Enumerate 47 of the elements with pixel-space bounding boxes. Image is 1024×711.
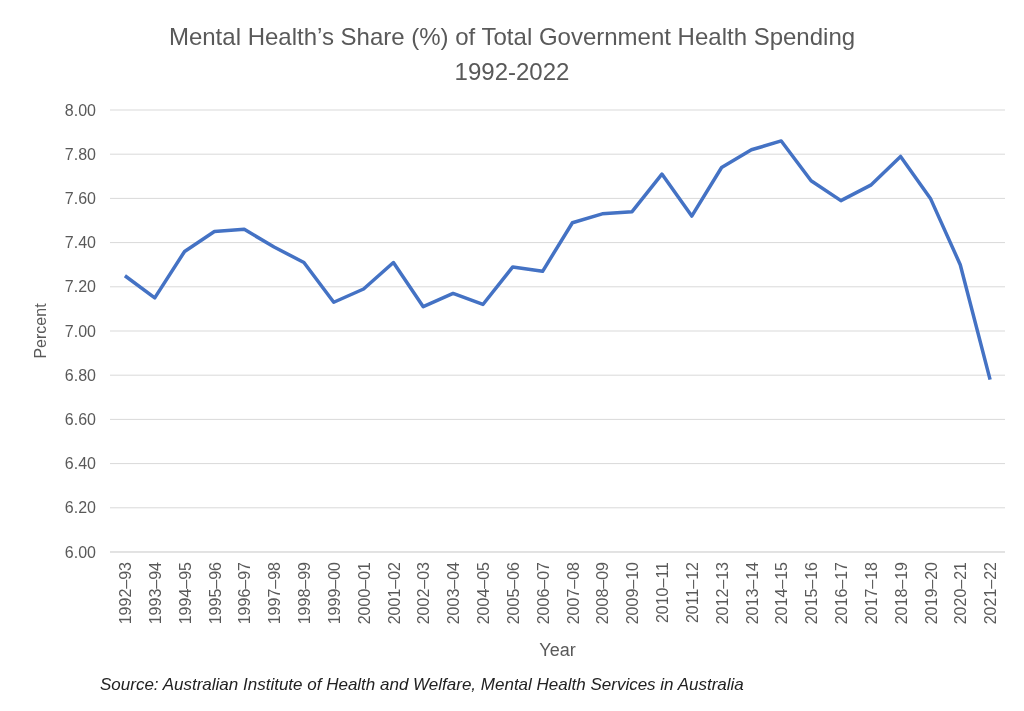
y-tick-label: 7.80 bbox=[64, 145, 97, 163]
x-tick-label: 2015–16 bbox=[803, 561, 821, 625]
y-tick-label: 6.20 bbox=[64, 499, 97, 517]
x-tick-label: 2006–07 bbox=[534, 561, 552, 625]
x-tick-label: 2019–20 bbox=[922, 561, 940, 625]
x-tick-label: 2004–05 bbox=[475, 561, 493, 625]
y-tick-label: 6.80 bbox=[64, 366, 97, 384]
y-tick-label: 6.40 bbox=[64, 455, 97, 473]
x-tick-label: 2001–02 bbox=[385, 561, 403, 625]
x-tick-label: 2014–15 bbox=[773, 561, 791, 625]
x-tick-label: 2010–11 bbox=[654, 561, 672, 624]
y-tick-label: 7.00 bbox=[64, 322, 97, 340]
y-tick-label: 8.00 bbox=[64, 101, 97, 119]
x-tick-label: 2011–12 bbox=[683, 561, 701, 624]
y-tick-label: 6.60 bbox=[64, 411, 97, 429]
y-tick-label: 6.00 bbox=[64, 543, 97, 561]
x-tick-label: 2021–22 bbox=[982, 561, 1000, 625]
x-tick-label: 2020–21 bbox=[952, 561, 970, 625]
y-tick-label: 7.60 bbox=[64, 190, 97, 208]
x-tick-label: 1997–98 bbox=[266, 561, 284, 625]
x-tick-label: 1999–00 bbox=[325, 561, 343, 625]
line-series bbox=[123, 139, 992, 382]
x-tick-label: 2012–13 bbox=[713, 561, 731, 625]
chart-subtitle: 1992-2022 bbox=[454, 58, 570, 85]
y-tick-label: 7.40 bbox=[64, 234, 97, 252]
x-tick-label: 2000–01 bbox=[355, 561, 373, 625]
y-axis-title: Percent bbox=[32, 302, 49, 359]
source-note: Source: Australian Institute of Health and Welfare, Mental Health Services in Australia bbox=[100, 675, 744, 694]
x-tick-label: 1992–93 bbox=[117, 561, 135, 625]
x-tick-label: 2018–19 bbox=[892, 561, 910, 625]
x-tick-label: 1993–94 bbox=[146, 561, 164, 625]
x-tick-label: 1998–99 bbox=[296, 561, 314, 625]
x-tick-label: 2013–14 bbox=[743, 561, 761, 625]
x-tick-label: 1995–96 bbox=[206, 561, 224, 625]
x-tick-label: 2007–08 bbox=[564, 561, 582, 625]
x-tick-label: 1994–95 bbox=[176, 561, 194, 625]
x-tick-label: 2002–03 bbox=[415, 561, 433, 625]
x-tick-label: 2017–18 bbox=[862, 561, 880, 625]
x-tick-label: 2008–09 bbox=[594, 561, 612, 625]
x-tick-label: 2009–10 bbox=[624, 561, 642, 625]
x-tick-label: 2005–06 bbox=[504, 561, 522, 625]
x-tick-label: 1996–97 bbox=[236, 561, 254, 625]
x-axis-title: Year bbox=[539, 640, 576, 660]
chart-title: Mental Health’s Share (%) of Total Government Health Spending bbox=[168, 23, 856, 50]
y-tick-label: 7.20 bbox=[64, 278, 97, 296]
x-tick-label: 2016–17 bbox=[833, 561, 851, 625]
x-tick-label: 2003–04 bbox=[445, 561, 463, 625]
